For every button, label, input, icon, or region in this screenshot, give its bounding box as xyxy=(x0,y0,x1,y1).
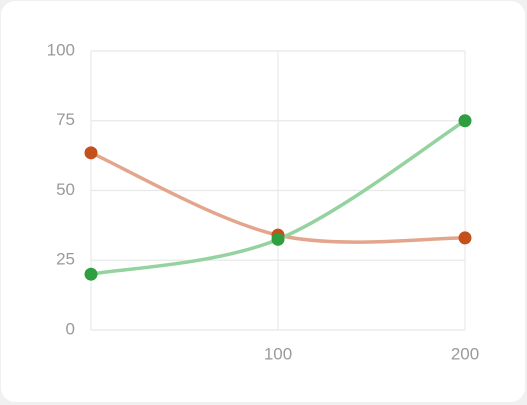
data-point xyxy=(84,146,98,160)
x-tick-label: 200 xyxy=(451,344,479,363)
data-point xyxy=(458,231,472,245)
y-tick-label: 25 xyxy=(56,250,75,269)
y-tick-label: 0 xyxy=(66,319,75,338)
y-tick-label: 100 xyxy=(47,40,75,59)
data-point xyxy=(271,232,285,246)
y-tick-label: 50 xyxy=(56,180,75,199)
data-point xyxy=(84,267,98,281)
data-point xyxy=(458,114,472,128)
y-tick-label: 75 xyxy=(56,110,75,129)
x-tick-label: 100 xyxy=(264,344,292,363)
